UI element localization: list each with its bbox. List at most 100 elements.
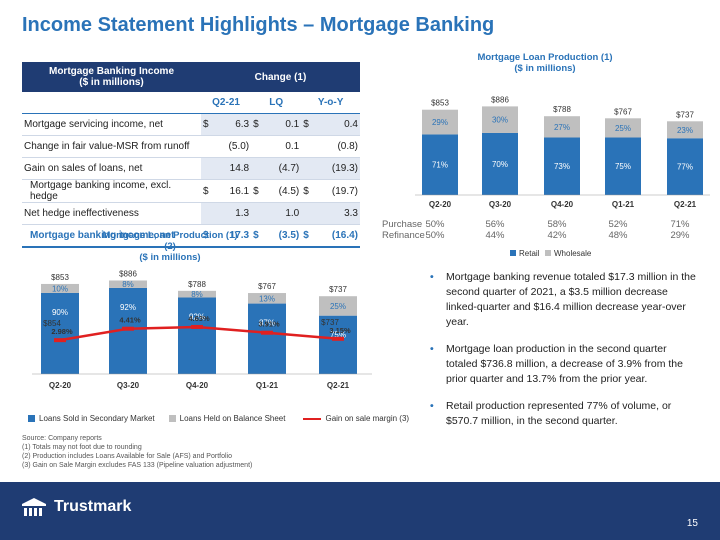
currency-symbol: [251, 135, 264, 158]
held-bar: [178, 290, 216, 298]
total-label: $767: [614, 107, 632, 116]
held-label: 13%: [259, 294, 275, 303]
wholesale-bar: [482, 106, 518, 133]
production-row-value: 71%: [670, 219, 690, 230]
page-number: 15: [686, 518, 698, 529]
retail-bar: [482, 132, 518, 195]
sold-bar: [319, 315, 357, 374]
bullet-icon: •: [430, 343, 434, 355]
currency-symbol: [251, 202, 264, 225]
total-label: $737: [676, 110, 694, 119]
currency-symbol: $: [201, 113, 213, 136]
margin-label: 3.15%: [329, 326, 351, 335]
cell-value: 3.3: [313, 202, 360, 225]
production-row-value: 56%: [485, 219, 505, 230]
table-subheader: Q2-21 LQ Y-o-Y: [22, 92, 360, 114]
currency-symbol: [301, 157, 314, 180]
currency-symbol: $: [251, 113, 264, 136]
currency-symbol: $: [301, 179, 314, 203]
production-row-value: 42%: [547, 230, 567, 241]
category-label: Q4-20: [186, 381, 209, 390]
production-row-value: 52%: [608, 219, 628, 230]
production-row-label: Refinance: [382, 230, 425, 241]
chart1-title: Mortgage Loan Production (1) ($ in milli…: [477, 52, 613, 74]
table-row: Mortgage banking income, net $17.3 $ (3.5) $…: [22, 224, 360, 248]
wholesale-label: 30%: [492, 116, 508, 125]
bullet-item: • Mortgage banking revenue totaled $17.3 …: [430, 271, 696, 328]
margin-marker: [332, 336, 344, 341]
total-label: $886: [491, 95, 509, 104]
sold-label: 90%: [52, 308, 68, 317]
wholesale-label: 29%: [432, 118, 448, 127]
cell-value: 1.3: [213, 202, 252, 225]
category-label: Q4-20: [551, 200, 574, 209]
footnotes: Source: Company reports (1) Totals may n…: [22, 435, 253, 469]
category-label: Q2-21: [327, 381, 350, 390]
production-row-value: 44%: [485, 230, 505, 241]
retail-bar: [667, 138, 703, 195]
margin-label: 4.41%: [119, 316, 141, 325]
sold-bar: [178, 297, 216, 374]
held-bar: [319, 296, 357, 316]
total-label: $886: [119, 269, 137, 278]
retail-bar: [422, 134, 458, 195]
cell-value: 0.1: [263, 113, 302, 136]
chart2-title: Mortgage Loan Production (1)(2) ($ in mi…: [102, 230, 238, 263]
currency-symbol: [201, 157, 213, 180]
sold-bar: [41, 292, 79, 374]
bullet-icon: •: [430, 271, 434, 283]
production-row-value: 48%: [608, 230, 628, 241]
overlap-total-label: $737: [321, 318, 339, 327]
margin-marker: [54, 338, 66, 343]
held-label: 10%: [52, 284, 68, 293]
row-label: Gain on sales of loans, net: [22, 157, 201, 180]
wholesale-bar: [422, 109, 458, 135]
production-row-value: 50%: [425, 230, 445, 241]
total-label: $788: [188, 280, 206, 289]
margin-label: 4.63%: [188, 314, 210, 323]
chart1-production-retail-wholesale: 71%29%$853Q2-2070%30%$886Q3-2073%27%$788…: [382, 95, 710, 258]
wholesale-bar: [544, 116, 580, 138]
cell-value: 0.4: [313, 113, 360, 136]
retail-label: 71%: [432, 161, 448, 170]
cell-value: 17.3: [213, 224, 252, 248]
category-label: Q1-21: [256, 381, 279, 390]
legend-held-swatch: [168, 415, 176, 422]
sold-bar: [248, 303, 286, 374]
legend-wholesale: Wholesale: [554, 249, 592, 258]
cell-value: 14.8: [213, 157, 252, 180]
held-label: 25%: [330, 302, 346, 311]
bullet-item: • Mortgage loan production in the second …: [430, 343, 683, 385]
currency-symbol: [201, 135, 213, 158]
total-label: $853: [431, 99, 449, 108]
row-label: Mortgage servicing income, net: [22, 113, 201, 136]
table-header: Mortgage Banking Income ($ in millions) …: [22, 62, 360, 92]
mortgage-income-table: Mortgage Banking Income ($ in millions) …: [22, 62, 360, 248]
bullet-list: • Mortgage banking revenue totaled $17.3 …: [430, 270, 700, 441]
cell-value: 16.1: [213, 179, 252, 203]
category-label: Q2-20: [49, 381, 72, 390]
row-label: Mortgage banking income, excl. hedge: [22, 179, 201, 203]
currency-symbol: [301, 135, 314, 158]
category-label: Q2-21: [674, 200, 697, 209]
retail-label: 73%: [554, 162, 570, 171]
currency-symbol: $: [201, 179, 213, 203]
page-title: Income Statement Highlights – Mortgage B…: [22, 14, 495, 36]
currency-symbol: $: [301, 113, 314, 136]
footer-bar: [0, 482, 720, 540]
currency-symbol: $: [251, 224, 264, 248]
table-row: Net hedge ineffectiveness 1.3 1.0 3.3: [22, 202, 360, 225]
row-label: Change in fair value-MSR from runoff: [22, 135, 201, 158]
margin-label: 3.91%: [258, 320, 280, 329]
held-label: 8%: [122, 280, 134, 289]
cell-value: (4.7): [263, 157, 302, 180]
table-header-left: Mortgage Banking Income ($ in millions): [22, 62, 201, 92]
retail-label: 75%: [615, 162, 631, 171]
total-label: $788: [553, 105, 571, 114]
table-row: Change in fair value-MSR from runoff (5.0…: [22, 135, 360, 158]
total-label: $853: [51, 273, 69, 282]
bullet-icon: •: [430, 400, 434, 412]
category-label: Q3-20: [489, 200, 512, 209]
wholesale-bar: [667, 121, 703, 139]
total-label: $737: [329, 285, 347, 294]
